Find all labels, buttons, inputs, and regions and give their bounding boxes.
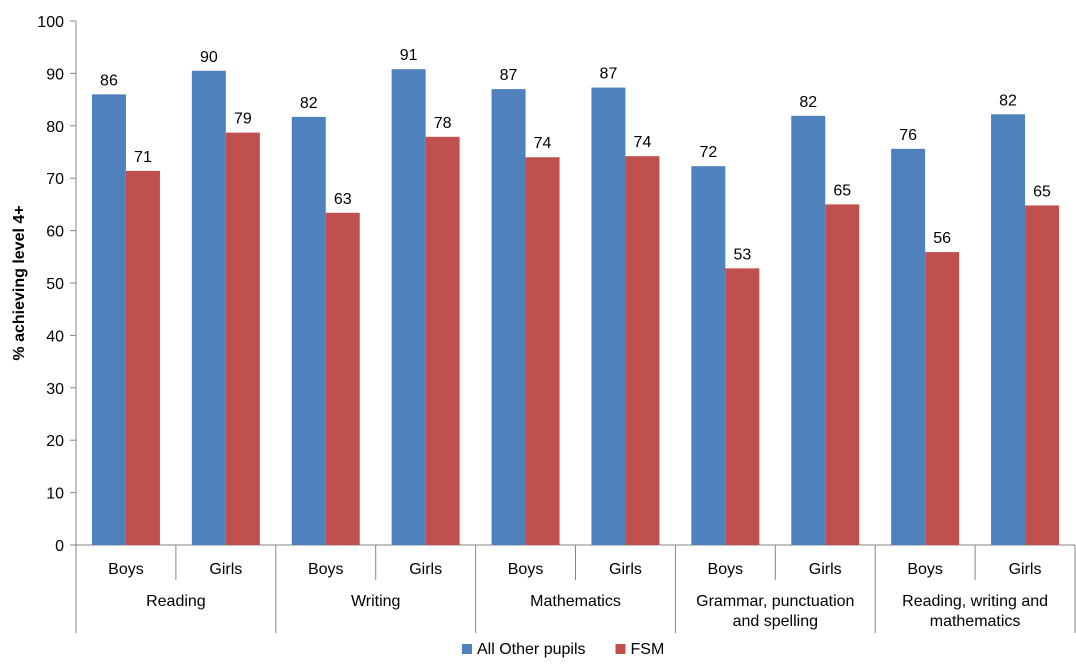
bar-all-other-pupils <box>591 87 626 545</box>
data-label: 65 <box>1033 183 1051 200</box>
y-tick-label: 80 <box>46 119 64 136</box>
bar-all-other-pupils <box>891 148 926 545</box>
y-tick-label: 20 <box>46 433 64 450</box>
x-group-label: and spelling <box>733 613 818 630</box>
x-group-label: Reading <box>146 593 206 610</box>
x-category-label: Boys <box>108 561 144 578</box>
y-tick-label: 60 <box>46 224 64 241</box>
y-tick-label: 30 <box>46 381 64 398</box>
y-tick-label: 50 <box>46 276 64 293</box>
bar-fsm <box>525 157 560 546</box>
data-label: 82 <box>999 92 1017 109</box>
x-group-label: Grammar, punctuation <box>696 593 854 610</box>
data-label: 76 <box>899 127 917 144</box>
y-tick-label: 70 <box>46 171 64 188</box>
bar-all-other-pupils <box>391 69 426 545</box>
legend-swatch <box>462 644 472 654</box>
bar-fsm <box>325 212 360 545</box>
data-label: 74 <box>534 135 552 152</box>
x-group-label: Mathematics <box>530 593 621 610</box>
x-category-label: Girls <box>809 561 842 578</box>
legend-label: FSM <box>631 641 665 658</box>
x-category-label: Boys <box>708 561 744 578</box>
y-tick-label: 90 <box>46 66 64 83</box>
legend-label: All Other pupils <box>477 641 586 658</box>
x-group-label: Writing <box>351 593 401 610</box>
bar-all-other-pupils <box>691 166 726 545</box>
data-label: 87 <box>500 67 518 84</box>
y-axis-title: % achieving level 4+ <box>11 205 28 360</box>
data-label: 86 <box>100 72 118 89</box>
x-category-label: Boys <box>907 561 943 578</box>
bar-all-other-pupils <box>291 116 326 545</box>
y-tick-label: 0 <box>55 538 64 555</box>
bar-fsm <box>825 204 860 545</box>
bar-all-other-pupils <box>91 94 126 546</box>
y-tick-label: 100 <box>37 14 64 31</box>
x-category-label: Girls <box>609 561 642 578</box>
bar-fsm <box>1025 205 1060 545</box>
data-label: 82 <box>300 95 318 112</box>
x-category-label: Boys <box>508 561 544 578</box>
data-label: 78 <box>434 115 452 132</box>
bar-fsm <box>925 252 960 546</box>
data-label: 91 <box>400 47 418 64</box>
bar-fsm <box>625 156 660 545</box>
legend-swatch <box>615 644 626 654</box>
data-label: 79 <box>234 111 252 128</box>
data-label: 82 <box>799 94 817 111</box>
data-label: 74 <box>634 134 652 151</box>
x-category-label: Girls <box>1009 561 1042 578</box>
data-label: 71 <box>134 149 152 166</box>
bar-all-other-pupils <box>791 115 826 546</box>
data-label: 53 <box>733 246 751 263</box>
x-group-label: mathematics <box>930 613 1021 630</box>
y-tick-label: 40 <box>46 328 64 345</box>
bar-fsm <box>425 136 460 545</box>
bar-all-other-pupils <box>991 114 1026 545</box>
data-label: 63 <box>334 191 352 208</box>
x-category-label: Girls <box>209 561 242 578</box>
bar-all-other-pupils <box>491 89 526 546</box>
data-label: 87 <box>600 66 618 83</box>
data-label: 65 <box>833 182 851 199</box>
y-tick-label: 10 <box>46 486 64 503</box>
x-category-label: Boys <box>308 561 344 578</box>
data-label: 72 <box>699 144 717 161</box>
data-label: 56 <box>933 230 951 247</box>
bar-fsm <box>725 268 760 545</box>
bar-fsm <box>125 170 160 545</box>
data-label: 90 <box>200 49 218 66</box>
x-group-label: Reading, writing and <box>902 593 1048 610</box>
bar-fsm <box>225 132 260 545</box>
x-category-label: Girls <box>409 561 442 578</box>
bar-all-other-pupils <box>191 70 226 545</box>
